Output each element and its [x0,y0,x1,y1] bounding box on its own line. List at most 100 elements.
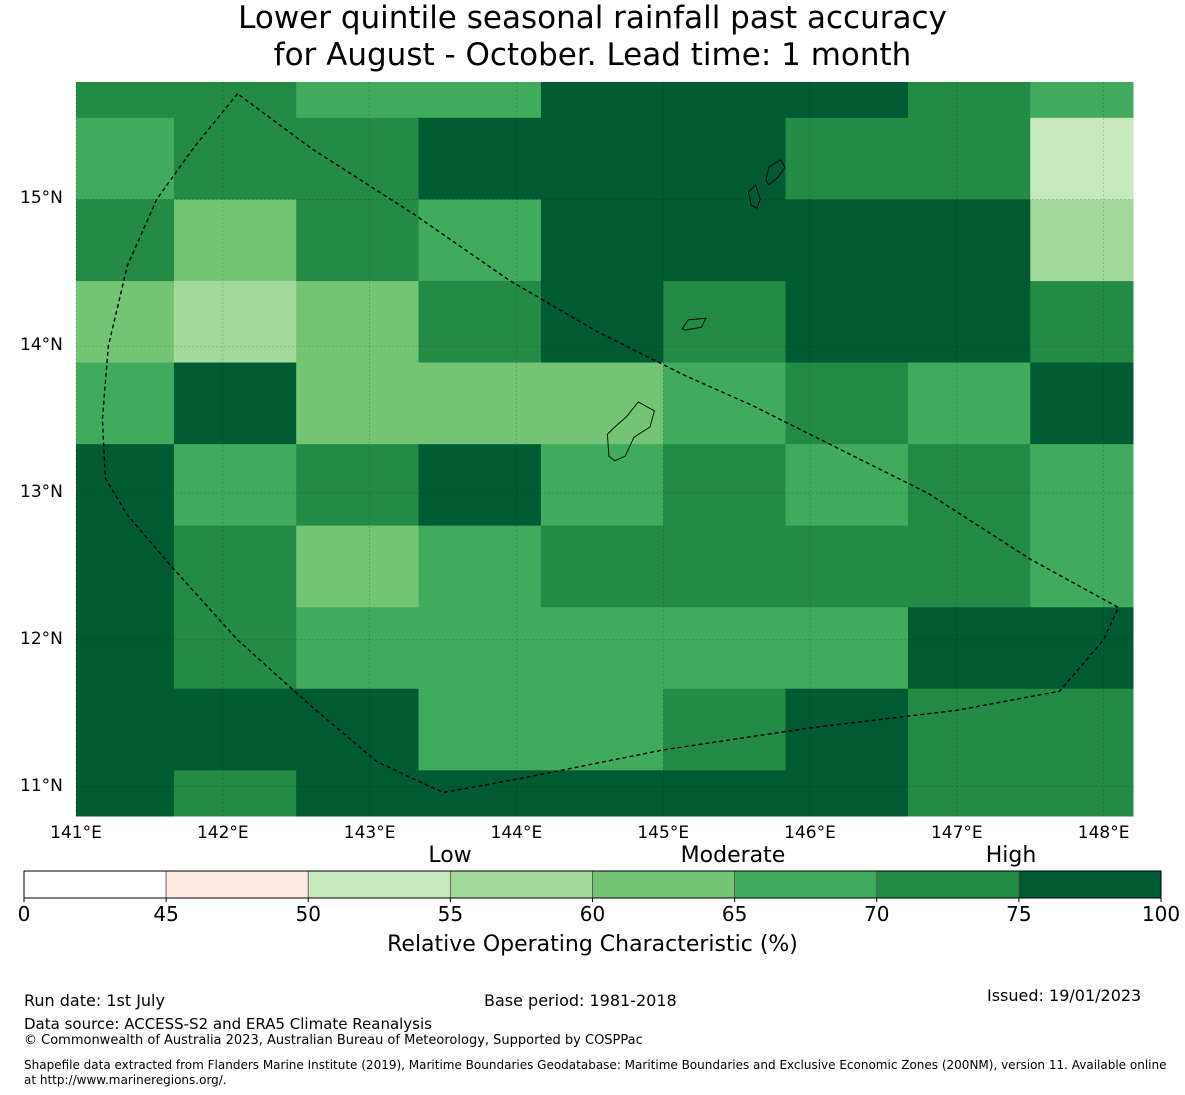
colorbar-segment [592,870,736,899]
grid-cell [907,770,1031,817]
grid-cell [418,607,542,690]
grid-cell [540,117,664,200]
grid-cell [663,362,787,445]
longitude-label: 142°E [196,823,249,843]
title-line-2: for August - October. Lead time: 1 month [273,37,912,73]
grid-cell [540,688,664,771]
grid-cell [418,281,542,364]
grid-cell [1030,117,1134,200]
grid-cell [540,607,664,690]
colorbar-tick-label: 65 [721,902,748,926]
grid-cell [76,607,175,690]
colorbar-tick-label: 100 [1141,902,1181,926]
grid-cell [76,362,175,445]
grid-cell [296,281,419,364]
grid-cell [540,525,664,608]
grid-cell [418,199,542,282]
grid-cell [418,117,542,200]
longitude-label: 144°E [490,823,543,843]
grid-cell [76,117,175,200]
grid-cell [173,444,297,527]
grid-cell [785,688,909,771]
grid-cell [296,362,419,445]
grid-cell [296,688,419,771]
latitude-label: 14°N [20,335,63,356]
grid-cell [418,362,542,445]
grid-cell [663,82,787,119]
grid-cell [907,444,1031,527]
grid-cell [540,770,664,817]
latitude-label: 12°N [20,628,63,649]
islands [606,159,786,462]
grid-cell [1030,770,1134,817]
grid-cell [76,281,175,364]
longitude-label: 143°E [343,823,396,843]
grid-cell [540,362,664,445]
colorbar-tick-label: 0 [17,902,31,926]
colorbar-segment [165,870,309,899]
grid-cell [663,688,787,771]
grid-cell [907,117,1031,200]
copyright: © Commonwealth of Australia 2023, Austra… [24,1033,643,1048]
eez-boundary [101,93,1120,794]
island-outline [681,317,707,331]
grid-cell [1030,281,1134,364]
grid-cell [1030,607,1134,690]
grid-cell [76,82,175,119]
latitude-label: 11°N [20,775,63,796]
colorbar [23,870,1162,902]
title-line-1: Lower quintile seasonal rainfall past ac… [238,0,947,36]
colorbar-tick-label: 55 [437,902,464,926]
longitude-label: 147°E [930,823,983,843]
colorbar-segment [449,870,593,899]
grid-cell [76,199,175,282]
grid-cell [76,770,175,817]
grid-cell [540,281,664,364]
latitude-label: 13°N [20,482,63,503]
grid-cell [173,688,297,771]
grid-cell [785,82,909,119]
colorbar-segment [307,870,451,899]
grid-cell [1030,199,1134,282]
grid-cell [907,281,1031,364]
grid-cell [540,444,664,527]
grid-cell [663,117,787,200]
grid-cell [785,362,909,445]
colorbar-tick-label: 60 [579,902,606,926]
grid-cell [785,525,909,608]
grid-cell [907,199,1031,282]
grid-cell [418,688,542,771]
grid-cell [785,199,909,282]
colorbar-segment [876,870,1020,899]
grid-cell [907,362,1031,445]
grid-cell [785,444,909,527]
grid-cell [173,199,297,282]
grid-cell [540,199,664,282]
grid-cell [663,525,787,608]
grid-cell [296,607,419,690]
graticule [75,82,1133,816]
grid-cell [1030,525,1134,608]
grid-cell [785,607,909,690]
grid-cell [1030,688,1134,771]
grid-cell [418,82,542,119]
grid-cell [418,444,542,527]
grid-cell [173,607,297,690]
grid-cell [173,82,297,119]
base-period: Base period: 1981-2018 [484,991,677,1010]
longitude-label: 145°E [637,823,690,843]
grid-cell [663,607,787,690]
grid-cell [907,82,1031,119]
grid-cell [1030,362,1134,445]
island-outline [606,401,655,462]
grid-cell [785,770,909,817]
grid-cell [296,444,419,527]
grid-cell [785,281,909,364]
grid-cell [1030,82,1134,119]
grid-cell [76,525,175,608]
category-moderate-label: Moderate [680,843,786,868]
grid-cell [418,525,542,608]
grid-cell [785,117,909,200]
colorbar-tick-label: 75 [1006,902,1032,926]
